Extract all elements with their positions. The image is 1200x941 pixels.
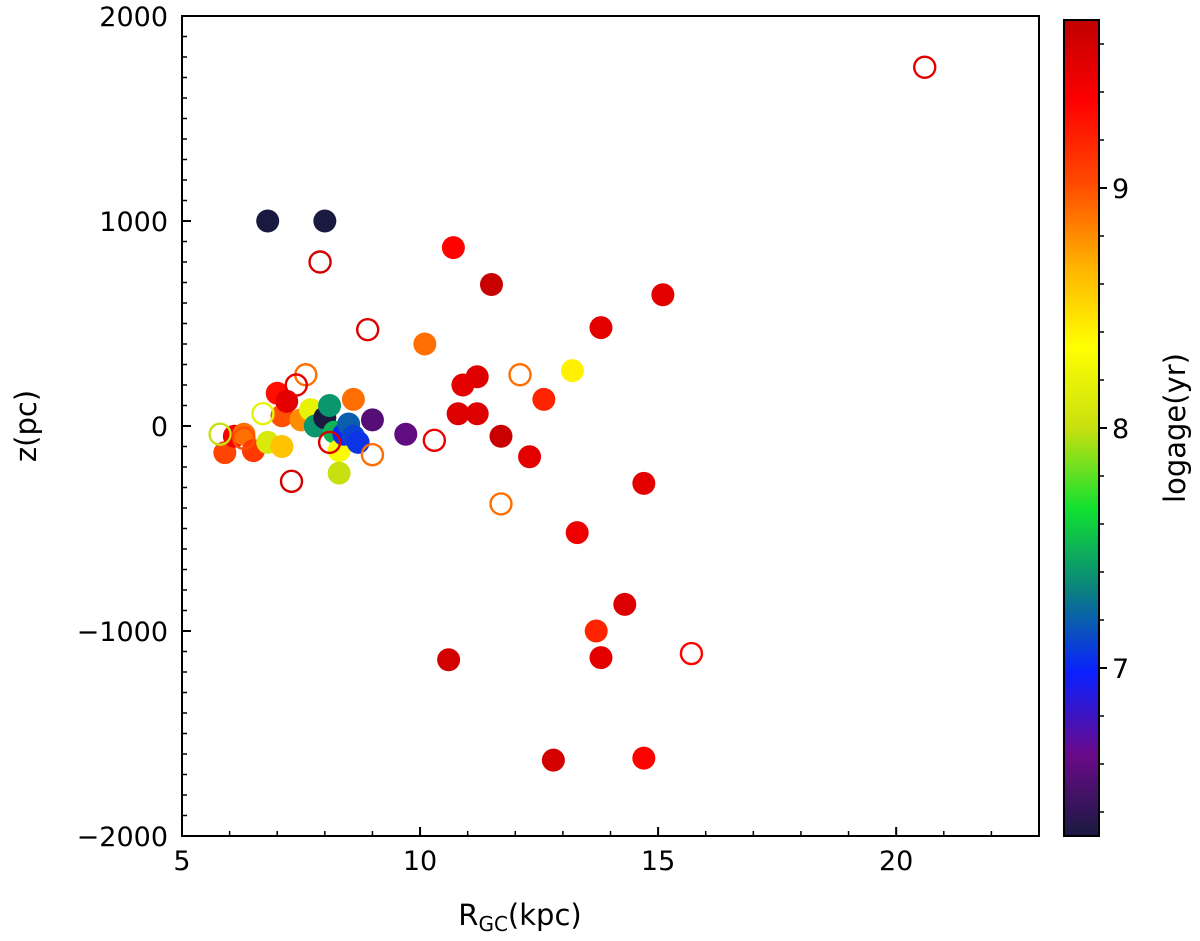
filled-point — [632, 471, 656, 495]
open-point — [208, 422, 232, 446]
filled-point — [465, 402, 489, 426]
open-point — [508, 363, 532, 387]
open-point — [360, 443, 385, 467]
filled-point — [413, 332, 437, 356]
filled-point — [270, 435, 294, 458]
filled-point — [479, 273, 503, 297]
x-tick-label: 10 — [403, 846, 437, 877]
filled-point — [341, 387, 365, 411]
filled-point — [313, 209, 337, 233]
filled-point — [446, 402, 470, 426]
y-tick-label: 1000 — [99, 207, 168, 238]
filled-point — [394, 422, 418, 446]
open-point — [422, 428, 447, 453]
colorbar-tick-label: 8 — [1112, 414, 1129, 445]
y-tick-label: −2000 — [77, 822, 168, 853]
open-point — [489, 492, 513, 516]
x-axis-label-unit: (kpc) — [508, 898, 582, 932]
colorbar-tick-label: 9 — [1112, 174, 1129, 205]
y-tick-label: 0 — [151, 412, 168, 443]
filled-point — [360, 408, 384, 432]
filled-point — [451, 373, 475, 397]
x-axis-label: RGC(kpc) — [458, 898, 581, 936]
colorbar — [1063, 19, 1100, 837]
open-point — [279, 469, 304, 494]
filled-point — [327, 461, 351, 485]
y-tick-label: −1000 — [77, 617, 168, 648]
open-point — [355, 317, 380, 342]
colorbar-label: logage(yr) — [1158, 353, 1192, 503]
plot-frame — [181, 15, 1040, 837]
filled-point — [346, 430, 370, 454]
filled-point — [632, 746, 656, 770]
y-tick-label: 2000 — [99, 2, 168, 33]
filled-point — [532, 387, 556, 411]
open-point — [913, 55, 937, 79]
filled-point — [589, 646, 613, 670]
open-point — [251, 402, 275, 426]
filled-point — [256, 209, 280, 233]
filled-point — [275, 389, 299, 413]
filled-point — [584, 619, 608, 643]
filled-point — [589, 316, 613, 340]
x-tick-label: 20 — [879, 846, 913, 877]
filled-point — [318, 394, 342, 417]
filled-point — [489, 424, 513, 448]
colorbar-tick-label: 7 — [1112, 654, 1129, 685]
filled-point — [565, 521, 589, 545]
filled-point — [560, 359, 584, 383]
x-tick-label: 5 — [173, 846, 190, 877]
open-point — [308, 250, 332, 274]
x-axis-label-subscript: GC — [478, 912, 507, 936]
filled-point — [541, 748, 565, 772]
open-point — [679, 641, 704, 666]
open-point — [317, 430, 342, 455]
colorbar-ticks: 7 8 9 — [1099, 43, 1129, 813]
filled-point — [441, 236, 465, 260]
open-point — [284, 373, 308, 397]
filled-point — [518, 445, 542, 469]
open-point — [232, 426, 256, 450]
y-axis-label: z(pc) — [9, 390, 43, 462]
filled-point — [651, 283, 675, 307]
filled-point — [437, 648, 461, 672]
filled-point — [613, 592, 637, 616]
x-tick-label: 15 — [641, 846, 675, 877]
points-layer — [208, 55, 937, 772]
